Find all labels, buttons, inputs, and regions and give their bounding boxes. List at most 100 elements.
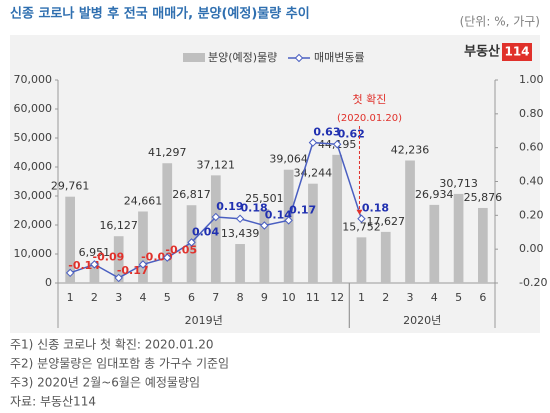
y2-tick-label: 1.00 xyxy=(519,73,544,86)
line-label: 0.18 xyxy=(241,202,268,215)
line-label: 0.14 xyxy=(265,208,292,221)
y-tick-label: 10,000 xyxy=(14,247,53,260)
bar-label: 13,439 xyxy=(221,227,260,240)
y-tick-label: 0 xyxy=(45,276,52,289)
line-label: 0.19 xyxy=(216,200,243,213)
x-tick-label: 5 xyxy=(455,291,462,304)
bar xyxy=(380,231,391,283)
note: 주3) 2020년 2월~6월은 예정물량임 xyxy=(10,376,200,390)
line-marker xyxy=(357,214,366,223)
line-label: -0.05 xyxy=(165,244,197,257)
x-tick-label: 5 xyxy=(164,291,171,304)
logo-badge: 114 xyxy=(504,45,529,59)
y-tick-label: 60,000 xyxy=(14,102,53,115)
line-marker xyxy=(308,138,318,147)
x-tick-label: 6 xyxy=(479,291,486,304)
x-tick-label: 10 xyxy=(282,291,296,304)
bar xyxy=(235,244,245,283)
y2-tick-label: 0.00 xyxy=(519,242,544,255)
x-tick-label: 4 xyxy=(431,291,438,304)
y2-tick-label: 0.40 xyxy=(519,175,544,188)
unit-note: (단위: %, 가구) xyxy=(460,15,540,29)
logo-badge-bg xyxy=(502,43,532,61)
y-tick-label: 50,000 xyxy=(14,131,53,144)
chart-title: 신종 코로나 발병 후 전국 매매가, 분양(예정)물량 추이 xyxy=(10,6,310,22)
note: 자료: 부동산114 xyxy=(10,395,96,409)
x-tick-label: 3 xyxy=(115,291,122,304)
line-marker xyxy=(235,214,245,223)
x-tick-label: 6 xyxy=(188,291,195,304)
line-marker xyxy=(284,216,293,225)
bar xyxy=(405,160,415,283)
legend-swatch xyxy=(183,53,205,62)
y2-tick-label: 0.20 xyxy=(519,208,544,221)
line-marker xyxy=(211,212,221,222)
x-tick-label: 3 xyxy=(407,291,414,304)
x-tick-label: 8 xyxy=(237,291,244,304)
line-label: 0.18 xyxy=(362,202,389,215)
x-tick-label: 11 xyxy=(306,291,320,304)
y2-tick-label: 0.80 xyxy=(519,107,544,120)
line-label: 0.63 xyxy=(313,126,340,139)
note: 주1) 신종 코로나 첫 확진: 2020.01.20 xyxy=(10,338,214,352)
line-label: -0.09 xyxy=(93,250,125,263)
annotation-arrowhead xyxy=(356,209,363,215)
bar xyxy=(138,211,148,283)
legend-label: 매매변동률 xyxy=(314,51,365,64)
bar-label: 25,876 xyxy=(464,191,503,204)
bar-label: 6,951 xyxy=(79,246,111,259)
x-tick-label: 7 xyxy=(212,291,219,304)
line-label: 0.17 xyxy=(289,203,316,216)
line-label: 0.04 xyxy=(192,225,219,238)
line-marker xyxy=(90,260,99,269)
bar xyxy=(283,169,294,283)
bar-label: 26,934 xyxy=(415,188,454,201)
y-tick-label: 20,000 xyxy=(14,218,53,231)
bar xyxy=(162,163,173,283)
bar xyxy=(210,175,221,283)
x-tick-label: 4 xyxy=(139,291,146,304)
x-tick-label: 1 xyxy=(67,291,74,304)
bar-label: 25,501 xyxy=(245,192,284,205)
bar xyxy=(65,196,75,283)
legend-label: 분양(예정)물량 xyxy=(208,51,277,64)
line-marker xyxy=(114,273,123,283)
logo-text: 부동산 xyxy=(464,44,500,60)
bar-label: 16,127 xyxy=(99,219,138,232)
x-tick-label: 2 xyxy=(382,291,389,304)
bar xyxy=(332,154,343,283)
bar xyxy=(453,193,464,283)
legend-marker xyxy=(294,53,304,63)
x-tick-label: 9 xyxy=(261,291,268,304)
bar-label: 26,817 xyxy=(172,188,211,201)
line-marker xyxy=(260,221,269,230)
bar-label: 39,064 xyxy=(269,153,308,166)
y-tick-label: 30,000 xyxy=(14,189,53,202)
x-tick-label: 12 xyxy=(330,291,344,304)
bar xyxy=(89,262,100,283)
annotation-date: (2020.01.20) xyxy=(337,113,402,124)
bar-label: 30,713 xyxy=(439,177,478,190)
bar-label: 29,761 xyxy=(51,180,90,193)
line-label: 0.62 xyxy=(338,127,365,140)
y-tick-label: 40,000 xyxy=(14,160,53,173)
bar xyxy=(429,204,440,283)
bar-label: 34,244 xyxy=(294,167,333,180)
bar-label: 24,661 xyxy=(124,194,163,207)
bar-label: 15,752 xyxy=(342,220,381,233)
note: 주2) 분양물량은 임대포함 총 가구수 기준임 xyxy=(10,357,229,371)
y2-tick-label: -0.20 xyxy=(519,276,547,289)
group-label: 2020년 xyxy=(403,314,441,327)
bar xyxy=(308,183,318,283)
line-marker xyxy=(138,260,148,269)
bar xyxy=(356,237,367,283)
bar-label: 37,121 xyxy=(197,158,236,171)
bar-label: 41,297 xyxy=(148,146,187,159)
line-label: -0.09 xyxy=(141,250,173,263)
line-label: -0.14 xyxy=(68,259,100,272)
y2-tick-label: 0.60 xyxy=(519,141,544,154)
x-tick-label: 2 xyxy=(91,291,98,304)
bar-label: 42,236 xyxy=(391,144,430,157)
line-marker xyxy=(163,253,172,262)
